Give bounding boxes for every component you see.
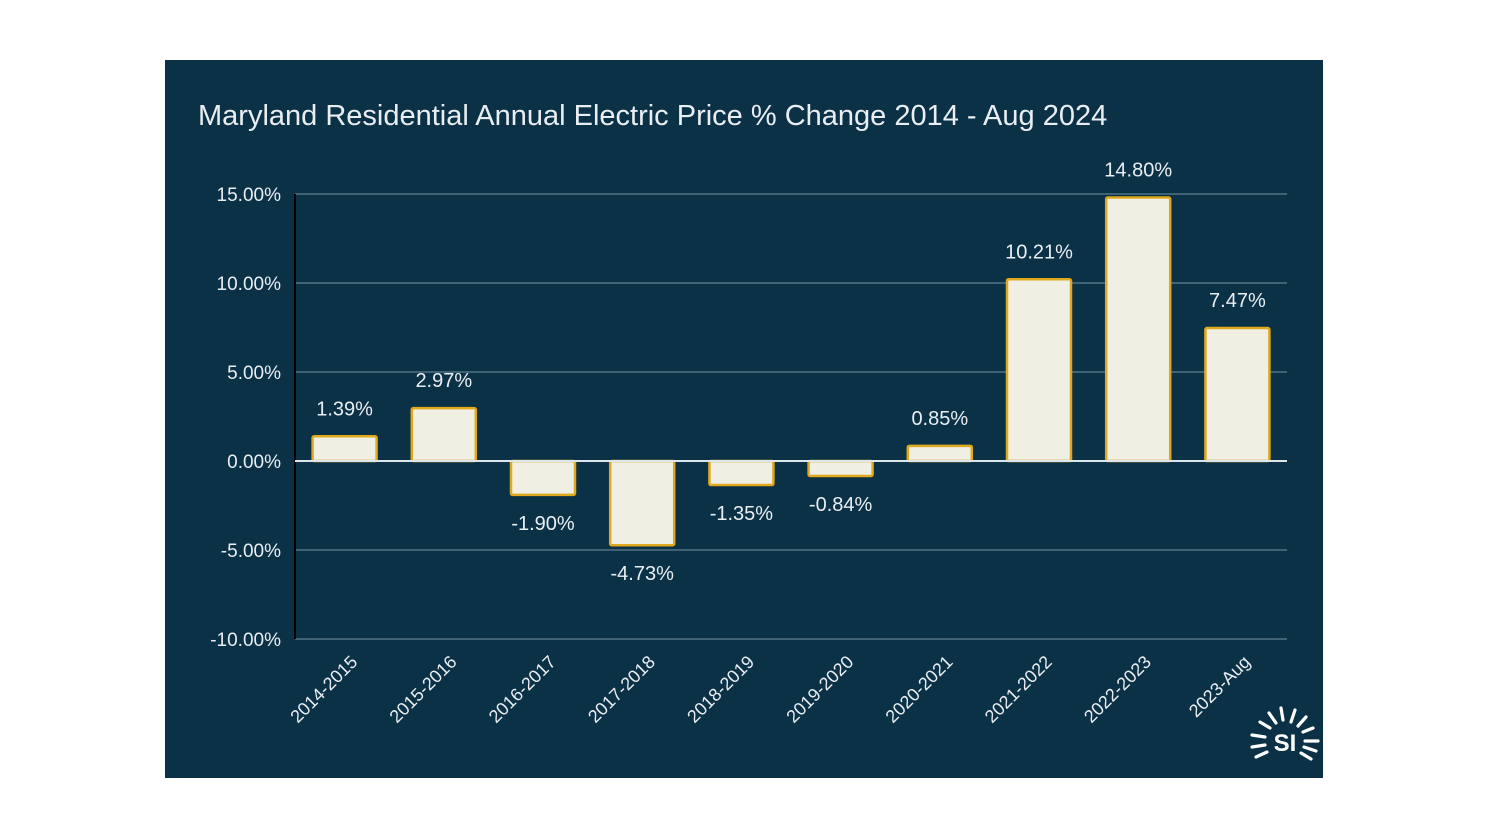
y-tick-label: 15.00% (217, 185, 282, 206)
y-tick-label: 0.00% (227, 452, 281, 473)
y-axis-tick-labels: -10.00% -5.00% 0.00% 5.00% 10.00% 15.00% (210, 185, 281, 651)
y-tick-label: -10.00% (210, 630, 281, 651)
data-label: 2.97% (415, 370, 472, 392)
data-label: -1.90% (511, 513, 575, 535)
logo-text: SI (1274, 730, 1297, 757)
grid-lines (294, 193, 1287, 640)
bar (906, 444, 974, 463)
data-label: 10.21% (1005, 241, 1073, 263)
category-label: 2021-2022 (981, 652, 1056, 727)
bar (807, 459, 874, 478)
sunburst-logo-icon: SI (1250, 706, 1320, 761)
chart-title: Maryland Residential Annual Electric Pri… (198, 100, 1107, 132)
category-label: 2017-2018 (584, 652, 659, 727)
bar (1104, 196, 1172, 463)
bar-chart: Maryland Residential Annual Electric Pri… (198, 100, 1320, 761)
chart-card: Maryland Residential Annual Electric Pri… (165, 60, 1323, 778)
category-label: 2015-2016 (386, 652, 461, 727)
y-tick-label: 10.00% (217, 274, 282, 295)
data-label: -1.35% (710, 503, 774, 525)
x-axis-category-labels: 2014-2015 2015-2016 2016-2017 2017-2018 2018… (286, 652, 1254, 727)
category-label: 2023-Aug (1185, 652, 1254, 721)
bar (410, 406, 478, 463)
data-label: 14.80% (1104, 160, 1172, 182)
bar (608, 459, 676, 547)
bar (708, 459, 775, 487)
data-label: -0.84% (809, 494, 873, 516)
data-label: -4.73% (611, 563, 675, 585)
category-label: 2020-2021 (882, 652, 957, 727)
category-label: 2018-2019 (683, 652, 758, 727)
y-tick-label: 5.00% (227, 363, 281, 384)
bar (311, 435, 378, 463)
y-tick-label: -5.00% (221, 541, 281, 562)
bar (1204, 326, 1271, 463)
bars (311, 196, 1271, 547)
bar (1005, 278, 1073, 463)
category-label: 2019-2020 (782, 652, 857, 727)
category-label: 2014-2015 (286, 652, 361, 727)
category-label: 2022-2023 (1080, 652, 1155, 727)
bar (509, 459, 577, 497)
category-label: 2016-2017 (485, 652, 560, 727)
data-label: 7.47% (1209, 290, 1266, 312)
data-label: 0.85% (911, 408, 968, 430)
data-labels: 1.39% 2.97% -1.90% -4.73% -1.35% -0.84% 0.85% 1… (316, 160, 1266, 586)
data-label: 1.39% (316, 398, 373, 420)
